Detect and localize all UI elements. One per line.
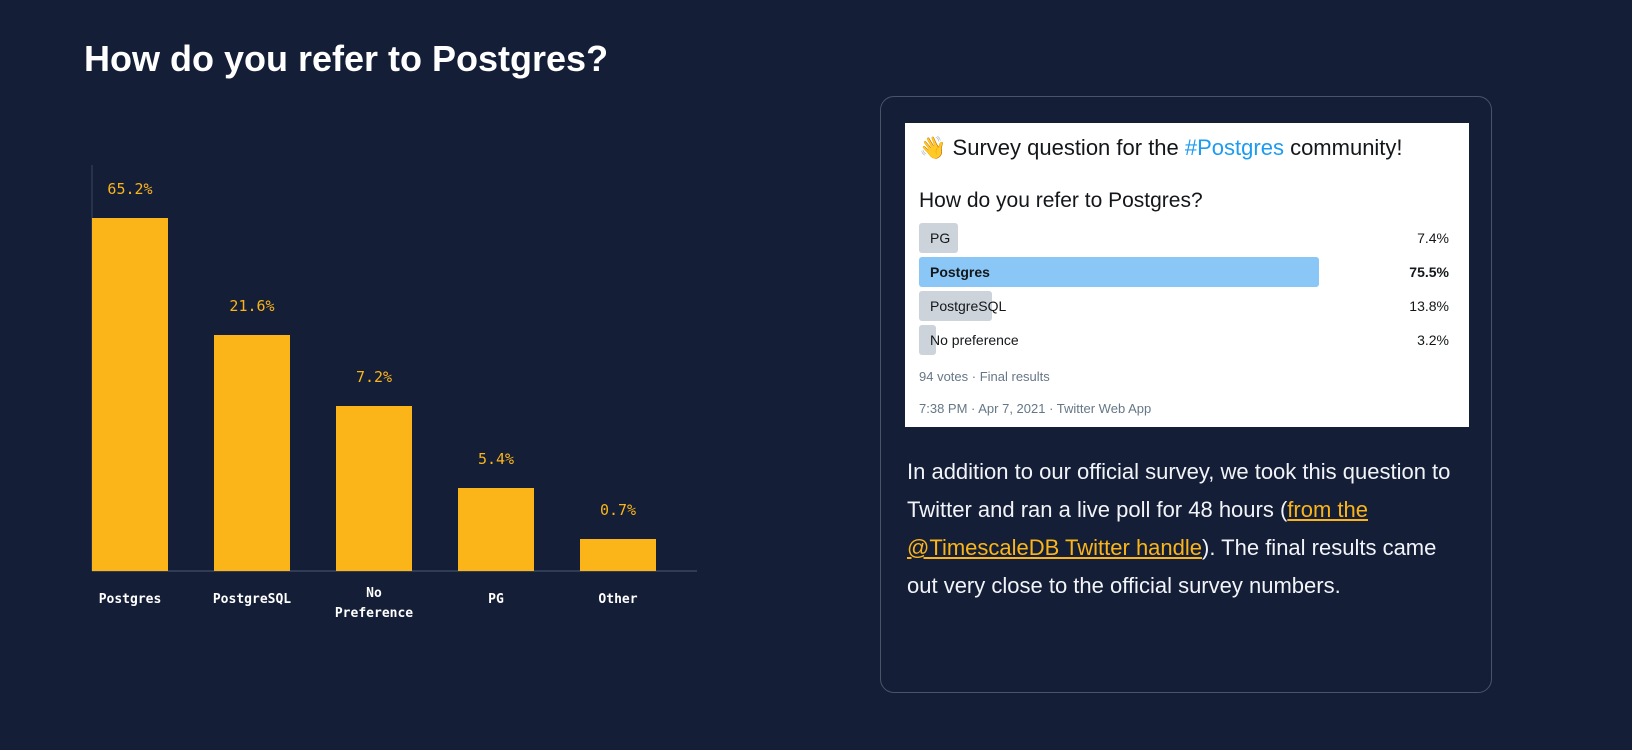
data-label: 5.4% [478, 450, 514, 468]
poll-description: In addition to our official survey, we t… [907, 453, 1467, 605]
poll-option-bar [919, 325, 936, 355]
poll-option-label: PostgreSQL [930, 298, 1007, 314]
x-tick-label: PostgreSQL [213, 592, 291, 607]
poll-votes: 94 votes · Final results [919, 369, 1050, 384]
tweet-timestamp: 7:38 PM · Apr 7, 2021 · Twitter Web App [919, 401, 1152, 416]
x-tick-label: PG [488, 592, 504, 607]
waving-hand-icon: 👋 [919, 135, 947, 160]
bar-postgresql [214, 335, 290, 571]
x-tick-label: Other [598, 592, 637, 607]
tweet-header: 👋 Survey question for the #Postgres comm… [919, 135, 1403, 161]
x-tick-label: No Preference [335, 586, 413, 621]
poll-option-bar [919, 291, 993, 321]
hashtag-link[interactable]: #Postgres [1184, 135, 1284, 160]
poll-option-percent: 7.4% [1417, 230, 1449, 246]
poll-option: PG 7.4% [919, 223, 1449, 253]
poll-option: Postgres 75.5% [919, 257, 1449, 287]
bar-postgres [92, 218, 168, 571]
poll-option-bar [919, 223, 959, 253]
bar-no-preference [336, 406, 412, 571]
poll-option: No preference 3.2% [919, 325, 1449, 355]
bar-chart: 65.2% Postgres 21.6% PostgreSQL 7.2% No Prefer… [91, 165, 697, 621]
data-label: 21.6% [229, 297, 274, 315]
data-label: 7.2% [356, 368, 392, 386]
poll-option: PostgreSQL 13.8% [919, 291, 1449, 321]
description-text-end: ). The final results came out very close… [907, 535, 1437, 598]
description-text: In addition to our official survey, we t… [907, 459, 1451, 522]
tweet-header-text: Survey question for the [952, 135, 1185, 160]
data-label: 65.2% [107, 180, 152, 198]
poll-option-label: PG [930, 230, 951, 246]
poll-option-percent: 75.5% [1409, 264, 1449, 280]
poll-option-percent: 13.8% [1409, 298, 1449, 314]
page-title: How do you refer to Postgres? [84, 38, 609, 79]
bar-pg [458, 488, 534, 571]
poll-option-percent: 3.2% [1417, 332, 1449, 348]
poll-option-bar [919, 257, 1319, 287]
twitter-handle-link[interactable]: from the @TimescaleDB Twitter handle [907, 497, 1368, 560]
poll-question: How do you refer to Postgres? [919, 189, 1203, 212]
poll-option-label: No preference [930, 332, 1019, 348]
data-label: 0.7% [600, 501, 636, 519]
x-tick-label: Postgres [99, 592, 162, 607]
tweet-header-text-end: community! [1283, 135, 1403, 160]
poll-option-label: Postgres [930, 264, 990, 280]
twitter-poll-card: 👋 Survey question for the #Postgres comm… [880, 96, 1492, 693]
bar-other [580, 539, 656, 571]
tweet-screenshot: 👋 Survey question for the #Postgres comm… [905, 123, 1469, 427]
